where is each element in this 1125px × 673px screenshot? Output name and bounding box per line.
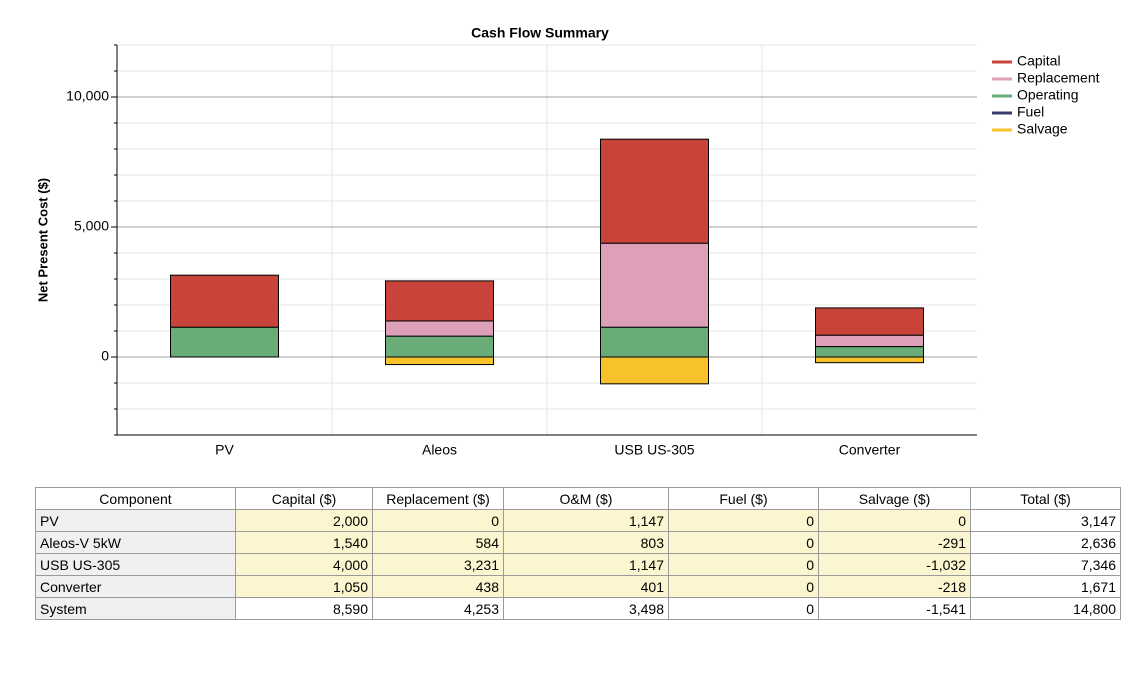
x-tick-label: PV — [215, 442, 234, 458]
table-cell: 0 — [668, 553, 819, 576]
table-header: Component Capital ($) Replacement ($) O&M (… — [35, 487, 1121, 510]
legend-label: Fuel — [1017, 104, 1044, 120]
legend-label: Capital — [1017, 53, 1061, 69]
bar-segment — [170, 326, 279, 358]
table-cell: 2,000 — [235, 509, 373, 532]
bar-segment — [170, 274, 279, 328]
y-tick-label: 5,000 — [74, 218, 109, 234]
table-row: PV 2,000 0 1,147 0 0 3,147 — [35, 509, 1121, 532]
table-cell: 0 — [372, 509, 504, 532]
table-cell: 401 — [503, 575, 669, 598]
table-cell: 1,147 — [503, 509, 669, 532]
table-cell: 1,671 — [970, 575, 1121, 598]
bar-segment — [385, 335, 494, 358]
table-cell: 2,636 — [970, 531, 1121, 554]
table-cell: 3,498 — [503, 597, 669, 620]
bar-segment — [385, 280, 494, 322]
table-cell: -1,541 — [818, 597, 971, 620]
table-cell: 438 — [372, 575, 504, 598]
bar-segment — [815, 356, 924, 364]
chart: Cash Flow Summary Net Present Cost ($) 1… — [35, 25, 1100, 458]
table-cell: 0 — [668, 597, 819, 620]
table-cell: System — [35, 597, 236, 620]
table-cell: 0 — [668, 575, 819, 598]
table-row: Aleos-V 5kW 1,540 584 803 0 -291 2,636 — [35, 531, 1121, 554]
table-cell: Replacement ($) — [372, 487, 504, 510]
table-cell: Fuel ($) — [668, 487, 819, 510]
bar-segment — [600, 138, 709, 244]
bar-segment — [815, 334, 924, 348]
bar-segment — [600, 326, 709, 358]
table-cell: 1,540 — [235, 531, 373, 554]
table-cell: 1,050 — [235, 575, 373, 598]
table-cell: -291 — [818, 531, 971, 554]
bar-segment — [815, 346, 924, 358]
table-cell: O&M ($) — [503, 487, 669, 510]
cost-table: Component Capital ($) Replacement ($) O&M (… — [35, 487, 1121, 620]
legend-label: Replacement — [1017, 70, 1100, 86]
y-axis-label: Net Present Cost ($) — [35, 178, 50, 302]
bar-segment — [385, 356, 494, 366]
bar-segment — [815, 307, 924, 336]
table-cell: 0 — [668, 509, 819, 532]
legend-label: Operating — [1017, 87, 1078, 103]
table-cell: 8,590 — [235, 597, 373, 620]
bar-segment — [600, 356, 709, 385]
table-cell: PV — [35, 509, 236, 532]
table-cell: 3,231 — [372, 553, 504, 576]
table-row: System 8,590 4,253 3,498 0 -1,541 14,800 — [35, 597, 1121, 620]
x-tick-label: USB US-305 — [614, 442, 694, 458]
table-cell: -218 — [818, 575, 971, 598]
table-cell: Converter — [35, 575, 236, 598]
table-cell: 7,346 — [970, 553, 1121, 576]
table-cell: 3,147 — [970, 509, 1121, 532]
table-cell: Component — [35, 487, 236, 510]
y-tick-label: 10,000 — [66, 88, 109, 104]
table-row: USB US-305 4,000 3,231 1,147 0 -1,032 7,346 — [35, 553, 1121, 576]
table-cell: Aleos-V 5kW — [35, 531, 236, 554]
y-tick-label: 0 — [101, 348, 109, 364]
table-cell: 4,000 — [235, 553, 373, 576]
table-cell: 803 — [503, 531, 669, 554]
table-cell: Salvage ($) — [818, 487, 971, 510]
table-row: Converter 1,050 438 401 0 -218 1,671 — [35, 575, 1121, 598]
x-tick-label: Aleos — [422, 442, 457, 458]
table-cell: 1,147 — [503, 553, 669, 576]
table-cell: 0 — [818, 509, 971, 532]
table-cell: 4,253 — [372, 597, 504, 620]
table-cell: 14,800 — [970, 597, 1121, 620]
bar-segment — [385, 320, 494, 337]
table-cell: 584 — [372, 531, 504, 554]
table-cell: 0 — [668, 531, 819, 554]
chart-title: Cash Flow Summary — [471, 25, 609, 41]
table-cell: Total ($) — [970, 487, 1121, 510]
table-cell: Capital ($) — [235, 487, 373, 510]
table-cell: -1,032 — [818, 553, 971, 576]
x-tick-label: Converter — [839, 442, 901, 458]
legend-label: Salvage — [1017, 121, 1068, 137]
bar-segment — [600, 242, 709, 328]
table-cell: USB US-305 — [35, 553, 236, 576]
